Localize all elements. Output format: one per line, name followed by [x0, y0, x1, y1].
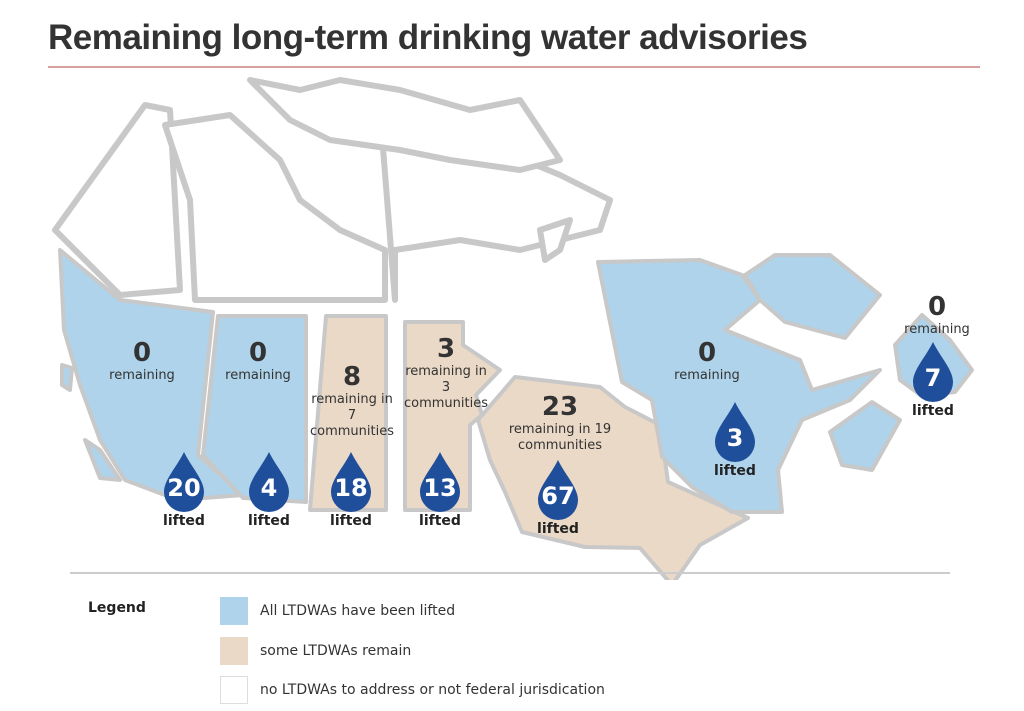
sk-remaining-count: 8	[342, 362, 362, 392]
water-drop-icon	[538, 460, 578, 520]
water-drop-icon	[420, 452, 460, 512]
water-drop-icon	[331, 452, 371, 512]
bc-remaining-text: remaining	[109, 368, 175, 383]
region-bc-island	[83, 438, 122, 482]
legend-title: Legend	[88, 600, 146, 616]
atlantic-remaining-text: remaining	[904, 322, 970, 337]
bc-label: 0 remaining	[82, 338, 202, 384]
page-title: Remaining long-term drinking water advis…	[48, 18, 808, 57]
bc-remaining-count: 0	[132, 338, 152, 368]
water-drop-icon	[249, 452, 289, 512]
qc-remaining-count: 0	[697, 338, 717, 368]
legend-divider	[70, 572, 950, 574]
mb-label: 3 remaining in 3 communities	[401, 334, 491, 412]
region-saskatchewan	[308, 314, 388, 512]
ab-lifted: 4 lifted	[247, 450, 291, 529]
qc-lifted-label: lifted	[714, 463, 756, 479]
sk-lifted-label: lifted	[330, 513, 372, 529]
region-nova-scotia	[828, 400, 902, 472]
region-bc-haida	[60, 363, 74, 392]
title-divider	[48, 66, 980, 68]
legend-label: some LTDWAs remain	[260, 643, 412, 659]
atlantic-lifted-count: 7	[924, 364, 942, 392]
atlantic-lifted: 7 lifted	[911, 340, 955, 419]
mb-remaining-text: remaining in 3 communities	[404, 364, 488, 411]
on-lifted: 67 lifted	[536, 458, 580, 537]
on-remaining-count: 23	[541, 392, 579, 422]
mb-lifted-label: lifted	[419, 513, 461, 529]
atlantic-lifted-label: lifted	[912, 403, 954, 419]
on-lifted-label: lifted	[537, 521, 579, 537]
qc-lifted: 3 lifted	[713, 400, 757, 479]
ab-remaining-text: remaining	[225, 368, 291, 383]
region-arctic-islands	[247, 77, 563, 173]
bc-lifted: 20 lifted	[162, 450, 206, 529]
legend-label: All LTDWAs have been lifted	[260, 603, 456, 619]
on-label: 23 remaining in 19 communities	[495, 392, 625, 454]
ab-lifted-count: 4	[260, 474, 278, 502]
ab-remaining-count: 0	[248, 338, 268, 368]
water-drop-icon	[913, 342, 953, 402]
region-yukon	[52, 102, 183, 298]
atlantic-remaining-count: 0	[927, 292, 947, 322]
on-lifted-count: 67	[541, 482, 575, 510]
region-baffin	[537, 217, 573, 263]
canada-map	[52, 77, 974, 580]
mb-remaining-count: 3	[436, 334, 456, 364]
legend-swatch-remain	[220, 637, 248, 665]
legend-swatch-lifted	[220, 597, 248, 625]
legend-label: no LTDWAs to address or not federal juri…	[260, 682, 605, 698]
region-labrador	[743, 253, 882, 340]
ab-label: 0 remaining	[208, 338, 308, 384]
legend-item-lifted: All LTDWAs have been lifted	[220, 597, 455, 625]
qc-remaining-text: remaining	[674, 368, 740, 383]
bc-lifted-count: 20	[167, 474, 201, 502]
sk-remaining-text: remaining in 7 communities	[310, 392, 394, 439]
sk-lifted-count: 18	[334, 474, 368, 502]
atlantic-label: 0 remaining	[892, 292, 982, 338]
region-nwt	[162, 112, 388, 303]
region-ontario	[476, 375, 750, 580]
on-remaining-text: remaining in 19 communities	[508, 422, 612, 453]
ab-lifted-label: lifted	[248, 513, 290, 529]
qc-label: 0 remaining	[657, 338, 757, 384]
legend-item-remain: some LTDWAs remain	[220, 637, 411, 665]
legend-item-none: no LTDWAs to address or not federal juri…	[220, 676, 605, 704]
bc-lifted-label: lifted	[163, 513, 205, 529]
mb-lifted: 13 lifted	[418, 450, 462, 529]
sk-label: 8 remaining in 7 communities	[306, 362, 398, 440]
water-drop-icon	[715, 402, 755, 462]
sk-lifted: 18 lifted	[329, 450, 373, 529]
water-drop-icon	[164, 452, 204, 512]
legend-swatch-none	[220, 676, 248, 704]
mb-lifted-count: 13	[423, 474, 457, 502]
qc-lifted-count: 3	[726, 424, 744, 452]
